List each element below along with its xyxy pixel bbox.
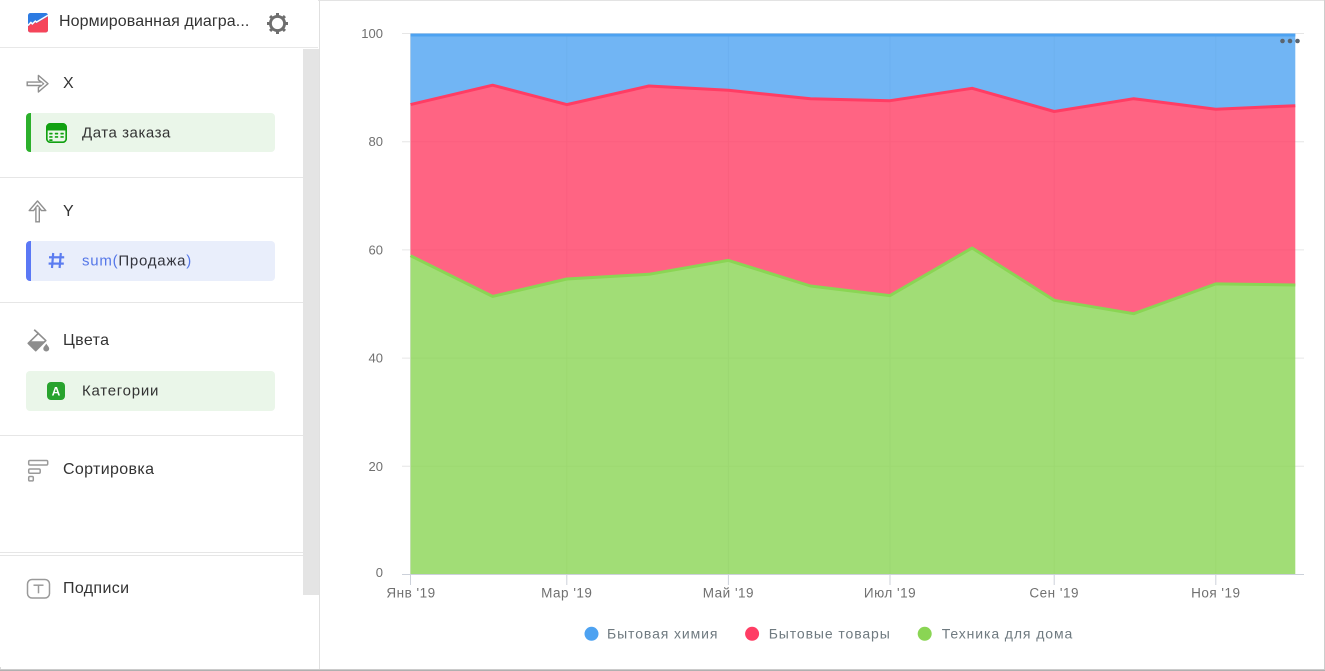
svg-text:Май '19: Май '19	[703, 586, 754, 601]
svg-text:Мар '19: Мар '19	[541, 586, 592, 601]
svg-text:80: 80	[369, 134, 383, 149]
svg-text:60: 60	[369, 242, 383, 257]
svg-text:Бытовая химия: Бытовая химия	[607, 625, 718, 641]
svg-text:40: 40	[369, 351, 383, 366]
svg-text:0: 0	[376, 565, 383, 580]
svg-text:Сен '19: Сен '19	[1029, 586, 1079, 601]
svg-text:A: A	[52, 384, 61, 398]
svg-text:Ноя '19: Ноя '19	[1191, 586, 1240, 601]
svg-text:Июл '19: Июл '19	[864, 586, 916, 601]
svg-text:20: 20	[369, 459, 383, 474]
svg-text:Янв '19: Янв '19	[386, 586, 435, 601]
svg-text:Техника для дома: Техника для дома	[942, 625, 1073, 641]
svg-text:Бытовые товары: Бытовые товары	[769, 625, 891, 641]
svg-text:100: 100	[361, 26, 383, 41]
